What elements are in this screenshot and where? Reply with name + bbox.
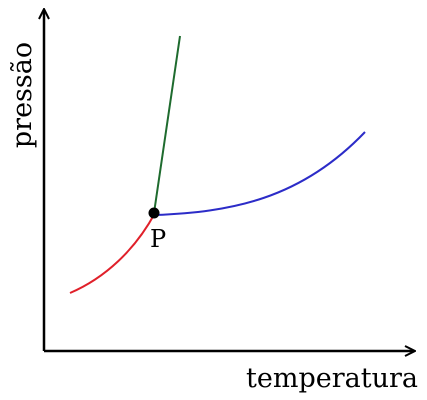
y-axis-label: pressão <box>7 42 38 148</box>
blue-curve <box>154 131 366 216</box>
red-curve <box>69 212 156 294</box>
x-axis-label: temperatura <box>246 363 418 394</box>
green-curve <box>153 35 181 214</box>
triple-point <box>148 207 160 219</box>
point-label: P <box>150 225 166 253</box>
